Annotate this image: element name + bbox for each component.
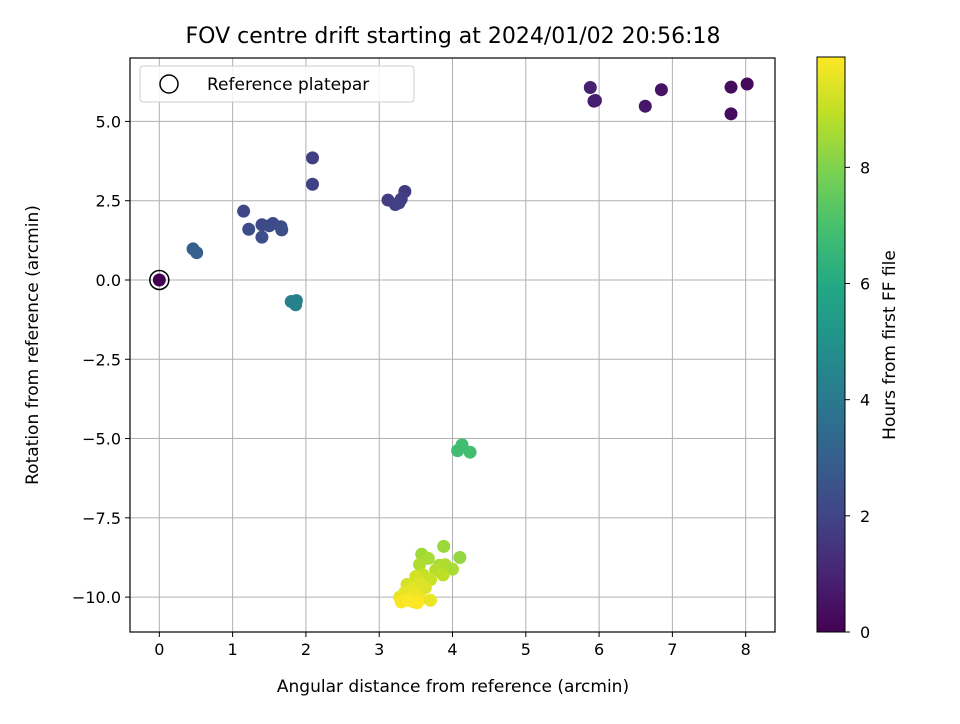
- data-point: [306, 177, 320, 191]
- data-point: [289, 298, 303, 312]
- data-point: [152, 273, 166, 287]
- data-point: [446, 562, 459, 576]
- data-point: [453, 550, 467, 564]
- y-tick-label: −7.5: [82, 509, 121, 528]
- data-point: [392, 196, 406, 210]
- y-tick-label: 5.0: [96, 112, 121, 131]
- y-ticks: −10.0 −7.5 −5.0 −2.5 0.0 2.5 5.0: [72, 112, 130, 607]
- legend-box: [139, 65, 415, 103]
- data-point: [242, 222, 256, 236]
- y-tick-label: 0.0: [96, 271, 121, 290]
- data-point: [413, 557, 427, 571]
- colorbar-label: Hours from first FF file: [880, 250, 900, 440]
- x-tick-label: 4: [447, 640, 457, 659]
- data-point: [724, 80, 738, 94]
- x-tick-label: 8: [741, 640, 751, 659]
- x-tick-label: 7: [667, 640, 677, 659]
- reference-marker-layer: [149, 269, 170, 291]
- colorbar-ticks: 0 2 4 6 8: [845, 158, 870, 642]
- data-point: [463, 445, 477, 459]
- data-points: [152, 77, 754, 610]
- data-point: [654, 83, 668, 97]
- x-tick-label: 3: [374, 640, 384, 659]
- data-point: [436, 568, 450, 582]
- x-tick-label: 0: [154, 640, 164, 659]
- x-axis-label: Angular distance from reference (arcmin): [277, 677, 629, 697]
- data-point: [418, 581, 432, 595]
- x-tick-label: 2: [301, 640, 311, 659]
- legend-marker-icon: [159, 74, 179, 94]
- colorbar-tick-label: 6: [860, 275, 870, 294]
- data-point: [237, 204, 251, 218]
- legend: Reference platepar: [139, 65, 415, 103]
- data-point: [588, 93, 602, 107]
- x-ticks: 0 1 2 3 4 5 6 7 8: [154, 632, 751, 659]
- data-point: [306, 151, 320, 165]
- x-tick-label: 1: [228, 640, 238, 659]
- y-axis-label: Rotation from reference (arcmin): [23, 205, 43, 485]
- x-tick-label: 5: [521, 640, 531, 659]
- y-tick-label: 2.5: [96, 192, 121, 211]
- data-point: [740, 77, 754, 91]
- y-tick-label: −2.5: [82, 350, 121, 369]
- colorbar-tick-label: 4: [860, 391, 870, 410]
- data-point: [638, 99, 652, 113]
- reference-platepar-marker: [149, 269, 170, 291]
- grid: [130, 58, 775, 632]
- colorbar-tick-label: 8: [860, 158, 870, 177]
- data-point: [275, 223, 289, 237]
- chart-title: FOV centre drift starting at 2024/01/02 …: [186, 24, 721, 49]
- data-point: [724, 107, 738, 121]
- data-point: [583, 80, 597, 94]
- colorbar-tick-label: 0: [860, 623, 870, 642]
- y-tick-label: −10.0: [72, 588, 121, 607]
- data-point: [255, 230, 269, 244]
- colorbar: 0 2 4 6 8 Hours from first FF file: [816, 56, 900, 642]
- data-point: [437, 539, 451, 553]
- y-tick-label: −5.0: [82, 430, 121, 449]
- colorbar-tick-label: 2: [860, 507, 870, 526]
- data-point: [451, 444, 465, 458]
- data-point: [262, 219, 276, 233]
- legend-label: Reference platepar: [207, 75, 369, 95]
- data-point: [190, 246, 204, 260]
- data-point: [424, 593, 438, 607]
- colorbar-gradient: [816, 56, 846, 633]
- data-point: [410, 596, 424, 610]
- x-tick-label: 6: [594, 640, 604, 659]
